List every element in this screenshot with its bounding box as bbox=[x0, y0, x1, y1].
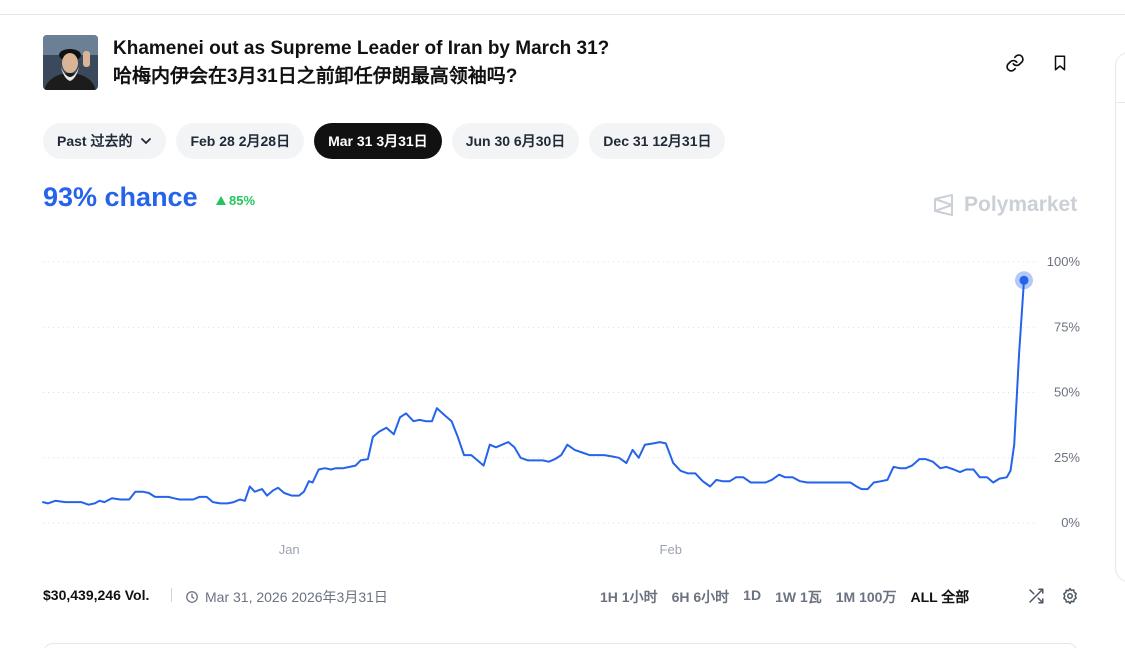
y-tick-label: 50% bbox=[1054, 385, 1080, 400]
shuffle-button[interactable] bbox=[1026, 586, 1046, 606]
range-1w[interactable]: 1W 1瓦 bbox=[775, 589, 822, 605]
range-all[interactable]: ALL 全部 bbox=[910, 589, 970, 605]
tab-mar-31[interactable]: Mar 31 3月31日 bbox=[314, 123, 442, 159]
tab-feb-28[interactable]: Feb 28 2月28日 bbox=[176, 123, 305, 159]
chart-footer: $30,439,246 Vol. Mar 31, 2026 2026年3月31日… bbox=[43, 584, 1083, 608]
chance-delta-value: 85% bbox=[229, 193, 256, 208]
clock-icon bbox=[186, 591, 198, 603]
portrait-avatar bbox=[43, 35, 98, 90]
triangle-up-icon bbox=[216, 196, 226, 205]
range-6h[interactable]: 6H 6小时 bbox=[671, 589, 730, 605]
tab-dec-31[interactable]: Dec 31 12月31日 bbox=[589, 123, 726, 159]
time-range-selector: 1H 1小时 6H 6小时 1D 1W 1瓦 1M 100万 ALL 全部 bbox=[600, 587, 969, 607]
bookmark-icon bbox=[1054, 55, 1066, 71]
volume-value: $30,439,246 Vol. bbox=[43, 587, 150, 603]
brand-name: Polymarket bbox=[964, 193, 1078, 216]
tab-past[interactable]: Past 过去的 bbox=[43, 123, 167, 159]
y-tick-label: 100% bbox=[1047, 254, 1081, 269]
market-header: Khamenei out as Supreme Leader of Iran b… bbox=[43, 35, 1083, 91]
polymarket-watermark: Polymarket bbox=[932, 193, 1077, 217]
x-tick-label: Feb bbox=[660, 542, 682, 557]
top-divider bbox=[0, 14, 1125, 15]
range-1d[interactable]: 1D bbox=[743, 587, 762, 603]
end-date: Mar 31, 2026 2026年3月31日 bbox=[185, 587, 388, 607]
outcome-date-tabs: Past 过去的 Feb 28 2月28日 Mar 31 3月31日 Jun 3… bbox=[43, 123, 726, 159]
bookmark-button[interactable] bbox=[1048, 51, 1072, 75]
footer-separator bbox=[171, 588, 172, 602]
range-1h[interactable]: 1H 1小时 bbox=[600, 589, 658, 605]
market-title: Khamenei out as Supreme Leader of Iran b… bbox=[113, 38, 610, 59]
chance-value: 93% chance bbox=[43, 182, 198, 212]
tab-label: Past 过去的 bbox=[57, 133, 133, 149]
tab-jun-30[interactable]: Jun 30 6月30日 bbox=[451, 123, 580, 159]
side-panel-divider bbox=[1115, 102, 1125, 103]
range-1m[interactable]: 1M 100万 bbox=[835, 589, 897, 605]
price-history-chart: 100% 75% 50% 25% 0% Jan Feb bbox=[42, 254, 1081, 557]
y-tick-label: 0% bbox=[1061, 515, 1080, 530]
x-tick-label: Jan bbox=[279, 542, 300, 557]
y-tick-label: 25% bbox=[1054, 450, 1080, 465]
gear-icon bbox=[1063, 587, 1077, 605]
chart-settings-button[interactable] bbox=[1060, 586, 1080, 606]
chevron-down-icon bbox=[140, 135, 152, 147]
next-section-card bbox=[43, 643, 1078, 648]
link-icon bbox=[1006, 54, 1024, 72]
chance-delta: 85% bbox=[216, 193, 255, 208]
end-date-text: Mar 31, 2026 2026年3月31日 bbox=[205, 589, 388, 605]
copy-link-button[interactable] bbox=[1003, 51, 1027, 75]
price-series-line bbox=[42, 279, 1025, 506]
shuffle-icon bbox=[1029, 588, 1044, 604]
current-point-marker[interactable] bbox=[1019, 275, 1029, 285]
market-title-translation: 哈梅内伊会在3月31日之前卸任伊朗最高领袖吗? bbox=[113, 66, 518, 87]
polymarket-logo-icon bbox=[934, 194, 953, 216]
y-tick-label: 75% bbox=[1054, 319, 1080, 334]
